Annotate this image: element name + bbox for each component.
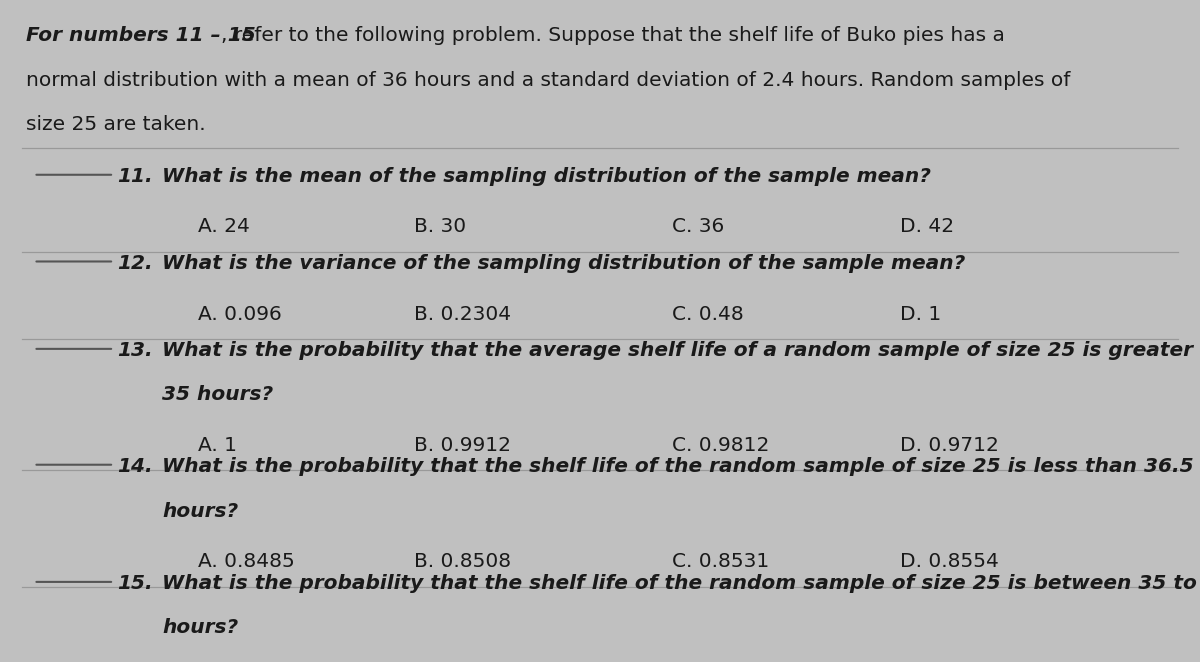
Text: 13.: 13. [118, 341, 154, 360]
Text: hours?: hours? [162, 502, 238, 521]
Text: A. 0.096: A. 0.096 [198, 305, 282, 324]
Text: C. 0.48: C. 0.48 [672, 305, 744, 324]
Text: For numbers 11 – 15: For numbers 11 – 15 [26, 26, 256, 46]
Text: B. 0.2304: B. 0.2304 [414, 305, 511, 324]
Text: C. 36: C. 36 [672, 217, 725, 236]
Text: What is the mean of the sampling distribution of the sample mean?: What is the mean of the sampling distrib… [162, 167, 931, 186]
Text: hours?: hours? [162, 618, 238, 638]
Text: A. 0.8485: A. 0.8485 [198, 552, 295, 571]
Text: A. 24: A. 24 [198, 217, 250, 236]
Text: What is the probability that the shelf life of the random sample of size 25 is b: What is the probability that the shelf l… [162, 574, 1200, 593]
Text: D. 1: D. 1 [900, 305, 941, 324]
Text: 15.: 15. [118, 574, 154, 593]
Text: size 25 are taken.: size 25 are taken. [26, 115, 206, 134]
Text: What is the variance of the sampling distribution of the sample mean?: What is the variance of the sampling dis… [162, 254, 965, 273]
Text: D. 42: D. 42 [900, 217, 954, 236]
Text: 35 hours?: 35 hours? [162, 385, 274, 404]
Text: What is the probability that the average shelf life of a random sample of size 2: What is the probability that the average… [162, 341, 1200, 360]
Text: 12.: 12. [118, 254, 154, 273]
Text: 14.: 14. [118, 457, 154, 476]
Text: What is the probability that the shelf life of the random sample of size 25 is l: What is the probability that the shelf l… [162, 457, 1194, 476]
Text: B. 0.9912: B. 0.9912 [414, 436, 511, 455]
Text: 11.: 11. [118, 167, 154, 186]
Text: , refer to the following problem. Suppose that the shelf life of Buko pies has a: , refer to the following problem. Suppos… [221, 26, 1004, 46]
Text: normal distribution with a mean of 36 hours and a standard deviation of 2.4 hour: normal distribution with a mean of 36 ho… [26, 71, 1070, 90]
Text: B. 30: B. 30 [414, 217, 466, 236]
Text: A. 1: A. 1 [198, 436, 238, 455]
Text: D. 0.8554: D. 0.8554 [900, 552, 998, 571]
Text: C. 0.9812: C. 0.9812 [672, 436, 769, 455]
Text: D. 0.9712: D. 0.9712 [900, 436, 998, 455]
Text: C. 0.8531: C. 0.8531 [672, 552, 769, 571]
Text: B. 0.8508: B. 0.8508 [414, 552, 511, 571]
